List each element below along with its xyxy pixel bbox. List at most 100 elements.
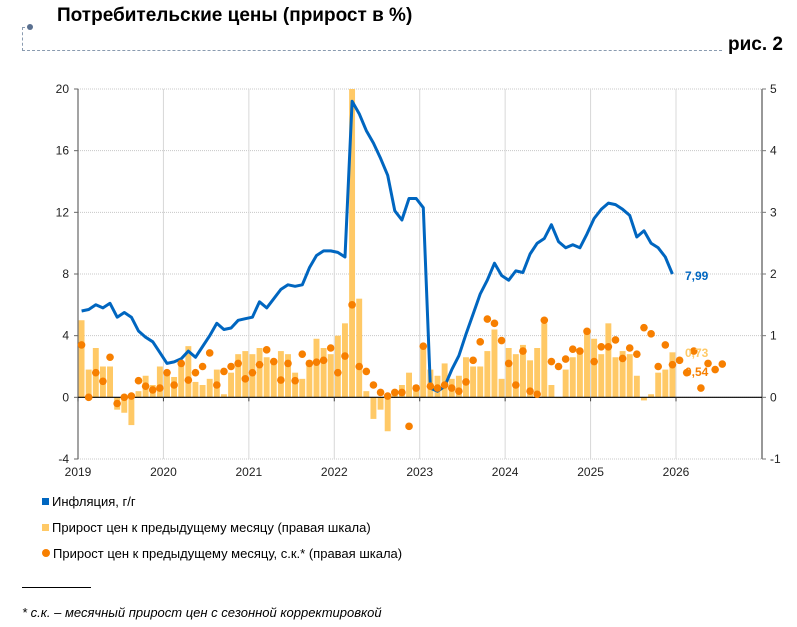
dot	[675, 356, 684, 365]
dot	[348, 301, 356, 309]
dot	[625, 344, 634, 352]
bar	[370, 397, 377, 419]
dot	[611, 336, 620, 344]
dot	[554, 362, 563, 371]
bar	[491, 329, 498, 398]
bar	[363, 391, 370, 398]
bar	[626, 354, 633, 398]
bar	[135, 391, 142, 398]
bar	[164, 372, 170, 398]
dot	[469, 356, 477, 365]
bar	[548, 385, 555, 398]
dot	[519, 347, 527, 355]
bar	[242, 351, 249, 398]
dot	[277, 376, 285, 384]
bar	[185, 346, 192, 398]
dot	[84, 393, 93, 402]
dot	[241, 375, 250, 383]
bar	[192, 381, 199, 398]
bar	[107, 366, 113, 398]
bar	[420, 344, 427, 398]
bar	[228, 372, 235, 398]
legend-circle-icon	[42, 549, 50, 557]
dot	[148, 386, 157, 394]
dot	[483, 315, 492, 323]
legend-square-icon	[42, 523, 49, 531]
dot	[412, 384, 420, 392]
dot	[255, 360, 264, 369]
dot	[590, 357, 598, 366]
bar	[612, 357, 619, 398]
dot	[205, 349, 214, 357]
dot	[120, 393, 129, 402]
dot	[113, 399, 121, 408]
bar	[470, 366, 477, 398]
bar	[285, 354, 291, 398]
dot	[106, 353, 114, 362]
bar	[349, 89, 356, 398]
dot	[234, 359, 242, 368]
dot	[398, 388, 406, 397]
bar	[342, 323, 348, 398]
dot	[91, 368, 100, 377]
bar	[263, 357, 270, 398]
bar	[128, 397, 135, 426]
bar	[320, 348, 327, 398]
dot	[312, 358, 321, 366]
dot	[633, 350, 641, 358]
y-right-tick-label: 1	[770, 329, 777, 343]
bar	[655, 372, 662, 398]
bar	[156, 366, 163, 398]
dot	[447, 384, 456, 392]
bar	[641, 397, 647, 401]
footnote: * с.к. – месячный прирост цен с сезонной…	[22, 605, 382, 620]
bar	[598, 354, 605, 398]
dot	[170, 381, 178, 389]
dot	[141, 382, 150, 391]
x-tick-label: 2020	[150, 465, 177, 479]
dot	[177, 359, 186, 368]
x-tick-label: 2025	[577, 465, 604, 479]
bar	[463, 357, 469, 398]
dot	[718, 360, 727, 368]
y-right-tick-label: 2	[770, 267, 777, 281]
dot	[341, 352, 349, 360]
dot	[390, 388, 399, 397]
dot	[419, 342, 428, 350]
chart: 20 16 12 8 4 0 -4 5 4 3 2 1 0 -1 2019 2020 2021 2022 2023 2…	[56, 82, 781, 479]
inflation-line	[81, 99, 674, 393]
dot	[383, 392, 392, 400]
dot	[77, 341, 86, 349]
bar	[569, 357, 576, 398]
y-right-tick-label: 0	[770, 390, 777, 404]
dot	[326, 344, 335, 352]
y-right-tick-label: 5	[770, 82, 777, 96]
dot	[476, 338, 485, 346]
bar	[633, 375, 640, 398]
bar	[455, 375, 462, 398]
dot	[711, 365, 719, 374]
end-label-inflation: 7,99	[685, 269, 709, 283]
dot	[376, 388, 385, 397]
dot	[583, 327, 591, 336]
bar	[619, 351, 626, 398]
dot	[654, 362, 663, 371]
dots-monthly-sa	[77, 301, 727, 431]
bar	[199, 385, 206, 398]
dot	[689, 347, 698, 355]
frame-divider	[22, 50, 722, 51]
dot	[198, 362, 207, 371]
bar	[356, 298, 363, 398]
dot	[618, 354, 627, 363]
bar	[534, 348, 541, 398]
dot	[213, 381, 221, 389]
dot	[227, 362, 235, 371]
dot	[533, 390, 541, 399]
bar	[512, 354, 519, 398]
bar	[78, 320, 85, 398]
x-tick-label: 2019	[65, 465, 92, 479]
bar	[299, 378, 306, 398]
y-left-tick-label: 8	[62, 267, 69, 281]
x-tick-label: 2023	[406, 465, 433, 479]
bar	[85, 369, 92, 398]
